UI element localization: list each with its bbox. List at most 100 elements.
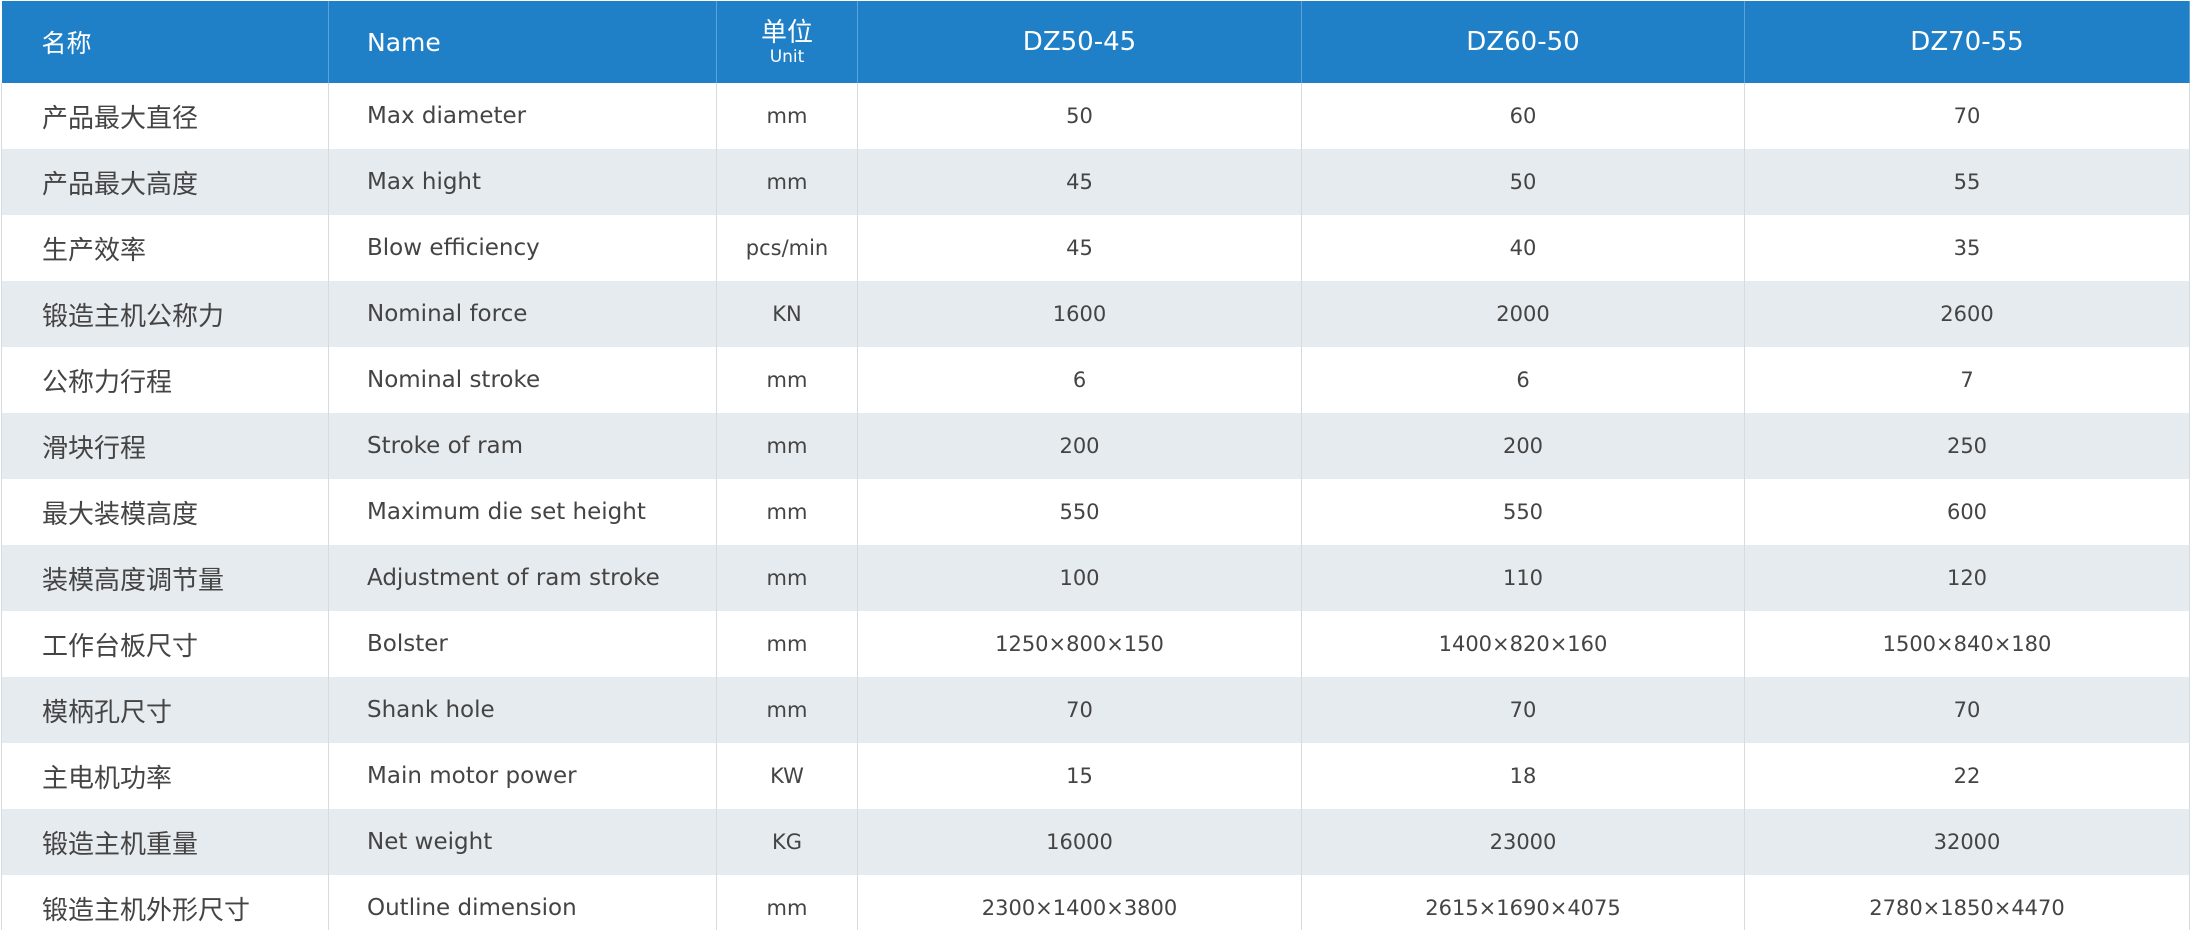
table-cell: 70	[1301, 677, 1745, 743]
table-cell: 2000	[1301, 281, 1745, 347]
table-cell: Blow efficiency	[328, 215, 717, 281]
table-row: 产品最大高度 Max hight mm 45 50 55	[1, 149, 2190, 215]
table-cell: 600	[1744, 479, 2190, 545]
table-cell: mm	[716, 875, 858, 930]
table-cell: mm	[716, 347, 858, 413]
table-cell: 1400×820×160	[1301, 611, 1745, 677]
table-cell: 45	[857, 215, 1302, 281]
table-cell: 1500×840×180	[1744, 611, 2190, 677]
table-cell: 锻造主机外形尺寸	[1, 875, 329, 930]
table-cell: 32000	[1744, 809, 2190, 875]
table-cell: Main motor power	[328, 743, 717, 809]
table-cell: 最大装模高度	[1, 479, 329, 545]
table-cell: 40	[1301, 215, 1745, 281]
table-cell: 2615×1690×4075	[1301, 875, 1745, 930]
table-cell: 70	[1744, 83, 2190, 149]
table-cell: 滑块行程	[1, 413, 329, 479]
table-cell: 23000	[1301, 809, 1745, 875]
table-cell: mm	[716, 149, 858, 215]
table-row: 滑块行程 Stroke of ram mm 200 200 250	[1, 413, 2190, 479]
table-cell: 工作台板尺寸	[1, 611, 329, 677]
table-cell: 锻造主机重量	[1, 809, 329, 875]
table-cell: 产品最大直径	[1, 83, 329, 149]
table-cell: 120	[1744, 545, 2190, 611]
table-cell: 100	[857, 545, 1302, 611]
table-row: 锻造主机公称力 Nominal force KN 1600 2000 2600	[1, 281, 2190, 347]
table-cell: 1600	[857, 281, 1302, 347]
table-cell: Max diameter	[328, 83, 717, 149]
table-cell: 生产效率	[1, 215, 329, 281]
table-cell: 1250×800×150	[857, 611, 1302, 677]
table-cell: 主电机功率	[1, 743, 329, 809]
table-row: 主电机功率 Main motor power KW 15 18 22	[1, 743, 2190, 809]
table-cell: Stroke of ram	[328, 413, 717, 479]
table-cell: mm	[716, 413, 858, 479]
table-cell: 6	[1301, 347, 1745, 413]
table-cell: 锻造主机公称力	[1, 281, 329, 347]
header-row: 名称 Name 单位 Unit DZ50-45 DZ60-50 DZ70-55	[1, 1, 2190, 83]
table-cell: Shank hole	[328, 677, 717, 743]
table-cell: 2780×1850×4470	[1744, 875, 2190, 930]
table-cell: 2300×1400×3800	[857, 875, 1302, 930]
table-cell: Outline dimension	[328, 875, 717, 930]
table-row: 公称力行程 Nominal stroke mm 6 6 7	[1, 347, 2190, 413]
header-cell: 单位 Unit	[716, 1, 858, 83]
header-cell: DZ50-45	[857, 1, 1302, 83]
table-cell: 模柄孔尺寸	[1, 677, 329, 743]
table-cell: mm	[716, 677, 858, 743]
table-cell: 200	[857, 413, 1302, 479]
table-cell: KG	[716, 809, 858, 875]
table-cell: 6	[857, 347, 1302, 413]
header-main: 单位	[760, 18, 813, 48]
table-cell: 50	[857, 83, 1302, 149]
table-row: 锻造主机外形尺寸 Outline dimension mm 2300×1400×380…	[1, 875, 2190, 930]
table-cell: 550	[1301, 479, 1745, 545]
header-cell: 名称	[1, 1, 329, 83]
table-cell: 45	[857, 149, 1302, 215]
table-cell: pcs/min	[716, 215, 858, 281]
table-cell: mm	[716, 479, 858, 545]
table-cell: Nominal stroke	[328, 347, 717, 413]
table-row: 生产效率 Blow efficiency pcs/min 45 40 35	[1, 215, 2190, 281]
table-row: 装模高度调节量 Adjustment of ram stroke mm 100 110 1…	[1, 545, 2190, 611]
table-cell: KW	[716, 743, 858, 809]
header-cell: Name	[328, 1, 717, 83]
table-cell: mm	[716, 611, 858, 677]
table-cell: KN	[716, 281, 858, 347]
table-cell: 22	[1744, 743, 2190, 809]
table-row: 锻造主机重量 Net weight KG 16000 23000 32000	[1, 809, 2190, 875]
table-row: 产品最大直径 Max diameter mm 50 60 70	[1, 83, 2190, 149]
table-cell: Nominal force	[328, 281, 717, 347]
table-cell: 公称力行程	[1, 347, 329, 413]
header-sub: Unit	[769, 47, 805, 67]
table-cell: Max hight	[328, 149, 717, 215]
table-cell: Adjustment of ram stroke	[328, 545, 717, 611]
table-cell: Maximum die set height	[328, 479, 717, 545]
table-cell: 2600	[1744, 281, 2190, 347]
table-cell: 250	[1744, 413, 2190, 479]
table-cell: 110	[1301, 545, 1745, 611]
table-cell: 200	[1301, 413, 1745, 479]
table-cell: 产品最大高度	[1, 149, 329, 215]
table-cell: 装模高度调节量	[1, 545, 329, 611]
table-cell: 18	[1301, 743, 1745, 809]
table-cell: Net weight	[328, 809, 717, 875]
table-cell: 7	[1744, 347, 2190, 413]
table-cell: mm	[716, 545, 858, 611]
table-body: 产品最大直径 Max diameter mm 50 60 70 产品最大高度 Max high…	[1, 83, 2190, 930]
header-cell: DZ60-50	[1301, 1, 1745, 83]
header-cell: DZ70-55	[1744, 1, 2190, 83]
table-row: 工作台板尺寸 Bolster mm 1250×800×150 1400×820×160 1…	[1, 611, 2190, 677]
table-cell: 55	[1744, 149, 2190, 215]
table-cell: 60	[1301, 83, 1745, 149]
table-cell: Bolster	[328, 611, 717, 677]
table-cell: 15	[857, 743, 1302, 809]
table-cell: 70	[857, 677, 1302, 743]
table-cell: mm	[716, 83, 858, 149]
table-cell: 16000	[857, 809, 1302, 875]
table-cell: 70	[1744, 677, 2190, 743]
table-cell: 35	[1744, 215, 2190, 281]
table-cell: 550	[857, 479, 1302, 545]
